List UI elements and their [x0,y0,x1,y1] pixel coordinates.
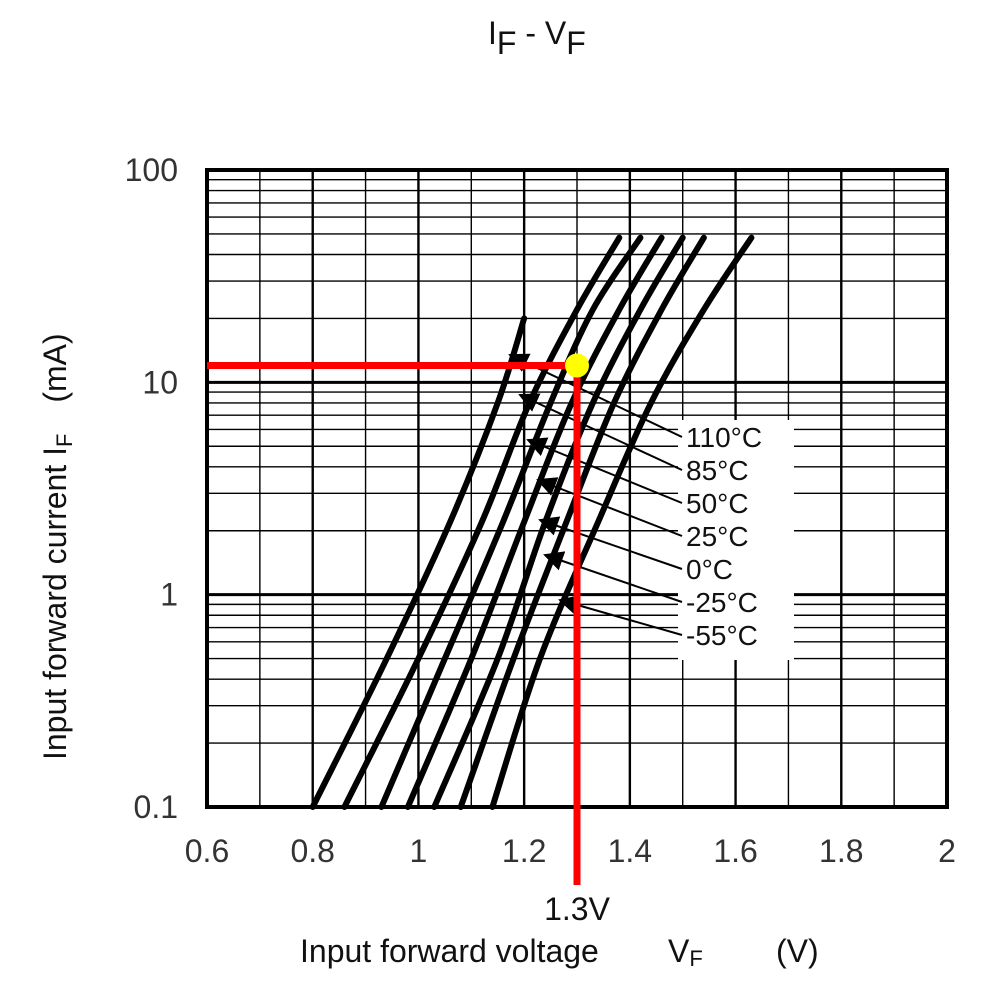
highlight-label: 1.3V [544,891,610,927]
legend-label: 0°C [686,554,733,585]
legend-box [678,420,794,660]
x-tick-label: 0.8 [290,833,334,869]
curve-0c [431,234,686,810]
title-sub-f2: F [566,25,586,61]
y-axis-label: Input forward current IF (mA) [37,333,79,760]
x-axis-label-var: V [668,933,690,969]
x-tick-label: 2 [938,833,956,869]
y-tick-label: 10 [142,364,178,400]
y-tick-label: 0.1 [134,789,178,825]
legend-label: -25°C [686,587,758,618]
x-tick-label: 1 [410,833,428,869]
x-axis-label-unit: (V) [776,933,819,969]
title-sub-f1: F [497,25,517,61]
x-tick-label: 1.8 [819,833,863,869]
y-tick-label: 100 [125,152,178,188]
x-axis-label-main: Input forward voltage [300,933,599,969]
legend-leader [518,393,683,471]
y-axis-label-sub: F [52,434,77,447]
curves [309,234,755,810]
legend-leader [543,551,683,603]
curve-25c [404,234,665,810]
title-dash: - [516,15,544,51]
highlight: 1.3V [207,353,611,927]
title-i: I [488,15,497,51]
x-tick-label: 0.6 [185,833,229,869]
y-axis-label-main: Input forward current I [37,447,73,760]
legend-label: 25°C [686,521,749,552]
curve-minus25c [457,234,707,810]
curve-110c [309,315,528,810]
curve-50c [378,234,644,810]
legend: 110°C85°C50°C25°C0°C-25°C-55°C [508,353,794,660]
x-tick-label: 1.2 [502,833,546,869]
y-tick-label: 1 [160,577,178,613]
y-tick-labels: 0.1 1 10 100 [125,152,178,825]
title-v: V [545,15,567,51]
highlight-marker [565,353,589,378]
x-axis-label-sub: F [689,946,702,971]
x-tick-label: 1.4 [608,833,652,869]
legend-leader [538,516,683,570]
chart-title: IF - VF [488,15,586,61]
x-tick-labels: 0.6 0.8 1 1.2 1.4 1.6 1.8 2 [185,833,956,869]
legend-label: 85°C [686,455,749,486]
legend-label: 50°C [686,488,749,519]
x-axis-label: Input forward voltage VF (V) [300,933,819,973]
legend-label: 110°C [686,422,762,453]
curve-minus55c [489,234,755,810]
curve-85c [341,234,623,810]
legend-label: -55°C [686,620,758,651]
x-tick-label: 1.6 [713,833,757,869]
legend-leader [526,437,683,504]
legend-leader [536,477,683,537]
y-axis-label-unit: (mA) [37,333,73,402]
